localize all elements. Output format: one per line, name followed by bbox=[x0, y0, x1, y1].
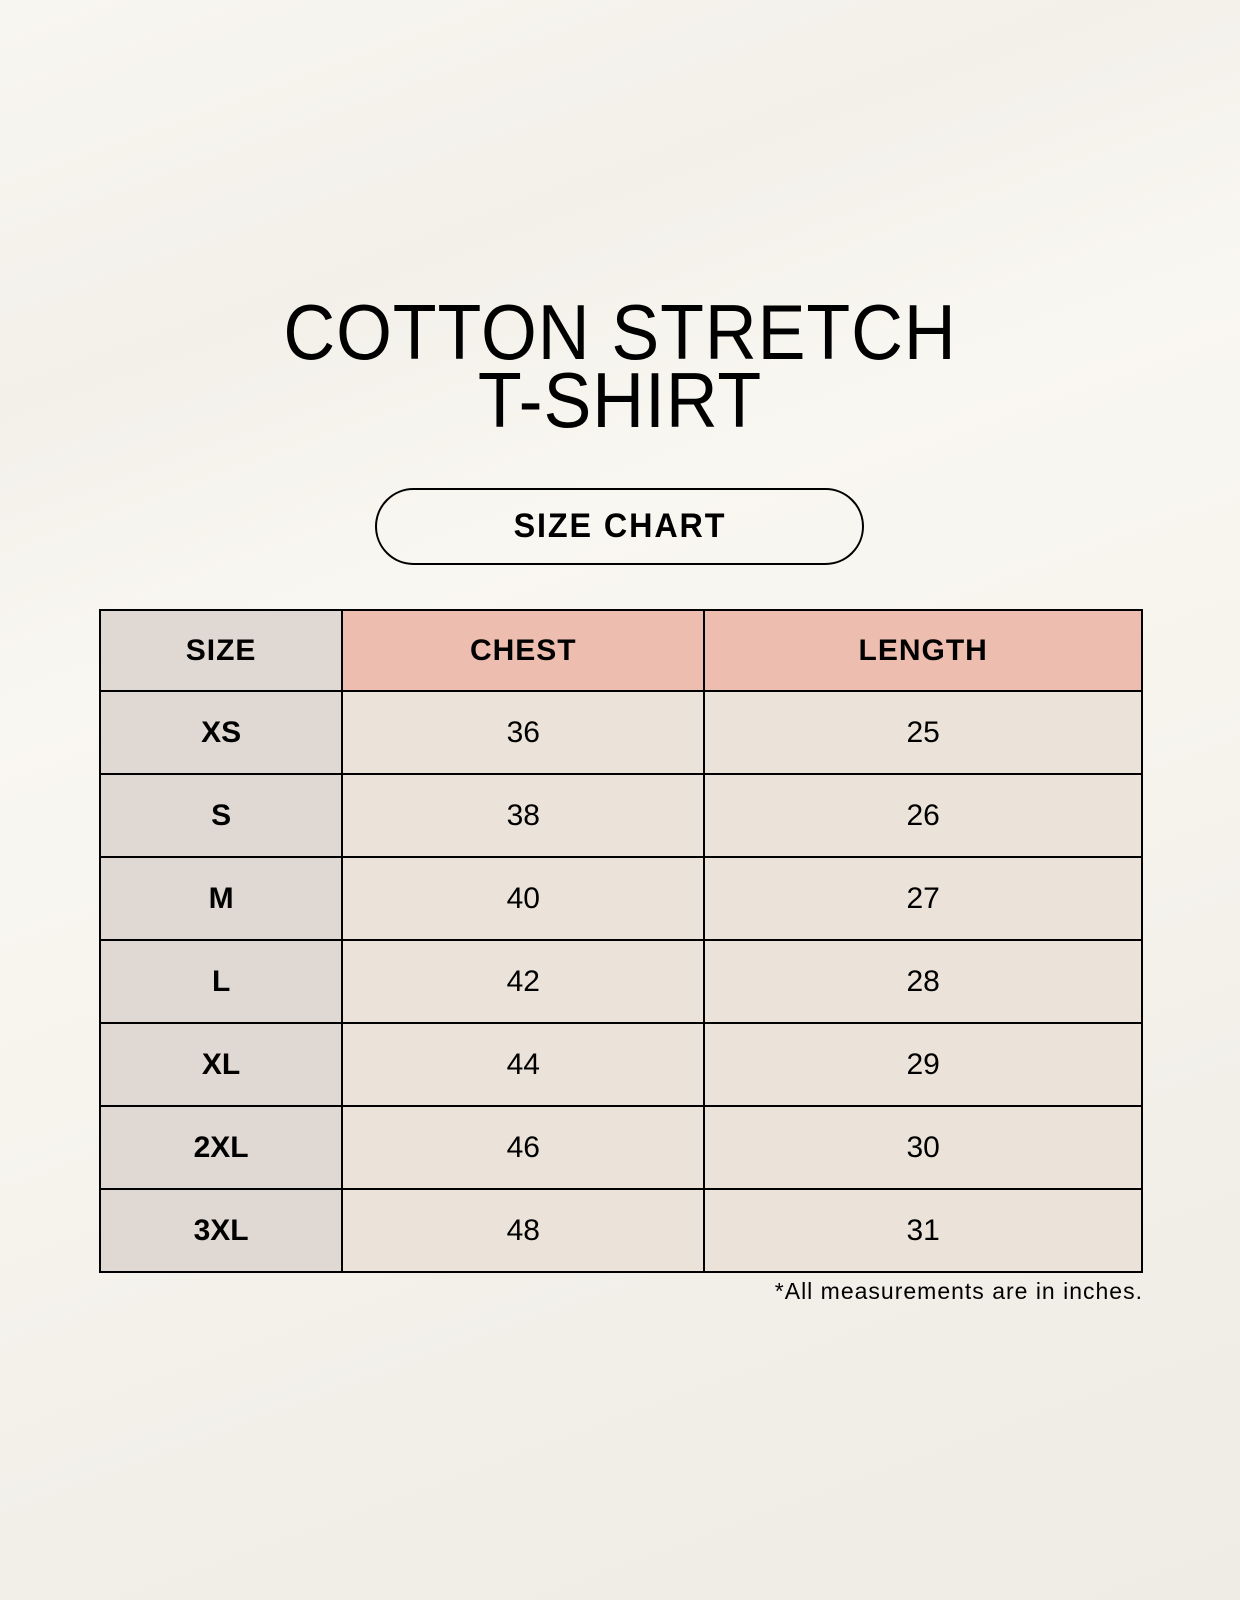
table-row: XS 36 25 bbox=[98, 690, 1143, 775]
chest-cell: 44 bbox=[341, 1022, 706, 1107]
length-cell: 28 bbox=[703, 939, 1143, 1024]
size-chart-badge: SIZE CHART bbox=[375, 488, 864, 565]
length-cell: 31 bbox=[703, 1188, 1143, 1273]
header-row: SIZE CHEST LENGTH bbox=[98, 609, 1143, 692]
badge-label: SIZE CHART bbox=[513, 507, 726, 545]
page-title: COTTON STRETCH T-SHIRT bbox=[50, 288, 1191, 444]
size-cell: 2XL bbox=[98, 1105, 344, 1190]
length-cell: 30 bbox=[703, 1105, 1143, 1190]
footnote: *All measurements are in inches. bbox=[774, 1278, 1143, 1304]
header-size: SIZE bbox=[98, 609, 344, 692]
length-cell: 29 bbox=[703, 1022, 1143, 1107]
length-cell: 27 bbox=[703, 856, 1143, 941]
title-line-1: COTTON STRETCH bbox=[283, 288, 957, 376]
chest-cell: 48 bbox=[341, 1188, 706, 1273]
size-table: SIZE CHEST LENGTH XS 36 25 S 38 26 M 40 27 L 42 28 X… bbox=[98, 609, 1143, 1273]
table-row: M 40 27 bbox=[98, 856, 1143, 941]
table-row: XL 44 29 bbox=[98, 1022, 1143, 1107]
table-row: 3XL 48 31 bbox=[98, 1188, 1143, 1273]
size-cell: M bbox=[98, 856, 344, 941]
chest-cell: 42 bbox=[341, 939, 706, 1024]
length-cell: 26 bbox=[703, 773, 1143, 858]
chest-cell: 38 bbox=[341, 773, 706, 858]
table-row: L 42 28 bbox=[98, 939, 1143, 1024]
chest-cell: 36 bbox=[341, 690, 706, 775]
header-length: LENGTH bbox=[703, 609, 1143, 692]
size-cell: XL bbox=[98, 1022, 344, 1107]
length-cell: 25 bbox=[703, 690, 1143, 775]
size-cell: 3XL bbox=[98, 1188, 344, 1273]
title-line-2: T-SHIRT bbox=[477, 356, 763, 444]
table-row: S 38 26 bbox=[98, 773, 1143, 858]
header-chest: CHEST bbox=[341, 609, 706, 692]
chest-cell: 46 bbox=[341, 1105, 706, 1190]
chest-cell: 40 bbox=[341, 856, 706, 941]
table-row: 2XL 46 30 bbox=[98, 1105, 1143, 1190]
size-cell: L bbox=[98, 939, 344, 1024]
size-cell: S bbox=[98, 773, 344, 858]
size-cell: XS bbox=[98, 690, 344, 775]
